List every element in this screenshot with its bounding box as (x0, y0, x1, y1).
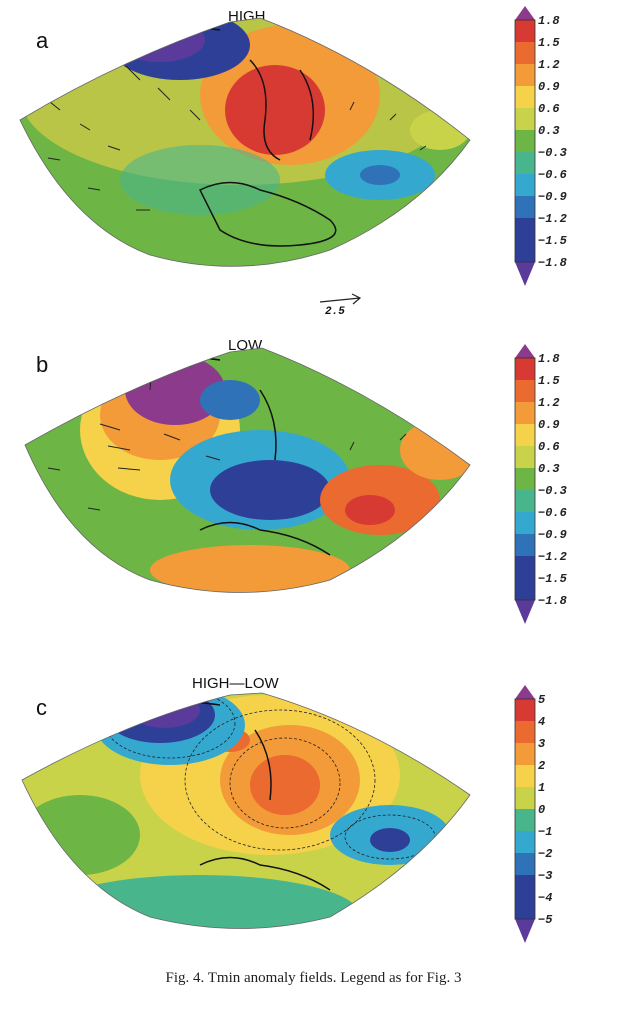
legend-label: −4 (538, 891, 553, 905)
legend-label: −0.6 (538, 506, 567, 520)
panel-b: b LOW (0, 330, 627, 650)
panel-c: c HIGH—LOW (0, 655, 627, 960)
legend-label: 0.6 (538, 440, 560, 454)
legend-label: 0 (538, 803, 546, 817)
legend-label: −0.3 (538, 146, 567, 160)
legend-label: 0.6 (538, 102, 560, 116)
legend-colorbar (514, 344, 536, 624)
legend-label: −1.8 (538, 256, 567, 270)
panel-label: b (36, 352, 49, 377)
legend-label: 3 (538, 737, 546, 751)
vector-key-label: 2.5 (325, 306, 345, 318)
anomaly-map-a (19, 17, 471, 267)
legend-label: −1.5 (538, 234, 567, 248)
legend-label: 1 (538, 781, 546, 795)
legend-label: −1.8 (538, 594, 567, 608)
legend-label: 1.2 (538, 58, 560, 72)
legend-label: 0.3 (538, 124, 560, 138)
legend-colorbar (514, 6, 536, 286)
legend-label: −0.9 (538, 528, 567, 542)
legend-label: −2 (538, 847, 553, 861)
panel-a: a HIGH (0, 0, 627, 330)
legend-label: 0.9 (538, 418, 560, 432)
anomaly-map-b (24, 347, 471, 593)
legend-label: −1.5 (538, 572, 567, 586)
legend-label: 0.9 (538, 80, 560, 94)
legend-label: −0.6 (538, 168, 567, 182)
legend-label: −0.3 (538, 484, 567, 498)
legend-label: 1.2 (538, 396, 560, 410)
legend-label: 5 (538, 693, 546, 707)
color-legend-c: 5 4 3 2 1 0 −1 −2 −3 −4 −5 (510, 685, 552, 960)
legend-label: −3 (538, 869, 553, 883)
legend-label: −1.2 (538, 212, 567, 226)
legend-label: 1.8 (538, 352, 560, 366)
legend-label: 1.8 (538, 14, 560, 28)
legend-label: 4 (538, 715, 546, 729)
panel-title: HIGH—LOW (192, 675, 279, 692)
color-legend-b: 1.8 1.5 1.2 0.9 0.6 0.3 −0.3 −0.6 −0.9 −… (510, 344, 567, 639)
legend-colorbar (514, 685, 536, 943)
legend-label: −0.9 (538, 190, 567, 204)
legend-label: 1.5 (538, 374, 560, 388)
legend-label: 2 (538, 759, 546, 773)
color-legend-a: 1.8 1.5 1.2 0.9 0.6 0.3 −0.3 −0.6 −0.9 −… (510, 6, 567, 301)
legend-label: −1 (538, 825, 553, 839)
legend-label: −1.2 (538, 550, 567, 564)
vector-key-arrow-icon (319, 293, 362, 305)
legend-label: 1.5 (538, 36, 560, 50)
anomaly-map-c (21, 692, 471, 929)
legend-label: 0.3 (538, 462, 560, 476)
panel-label: a (36, 28, 49, 53)
panel-label: c (36, 695, 47, 720)
legend-label: −5 (538, 913, 553, 927)
figure-caption: Fig. 4. Tmin anomaly fields. Legend as f… (165, 970, 462, 986)
